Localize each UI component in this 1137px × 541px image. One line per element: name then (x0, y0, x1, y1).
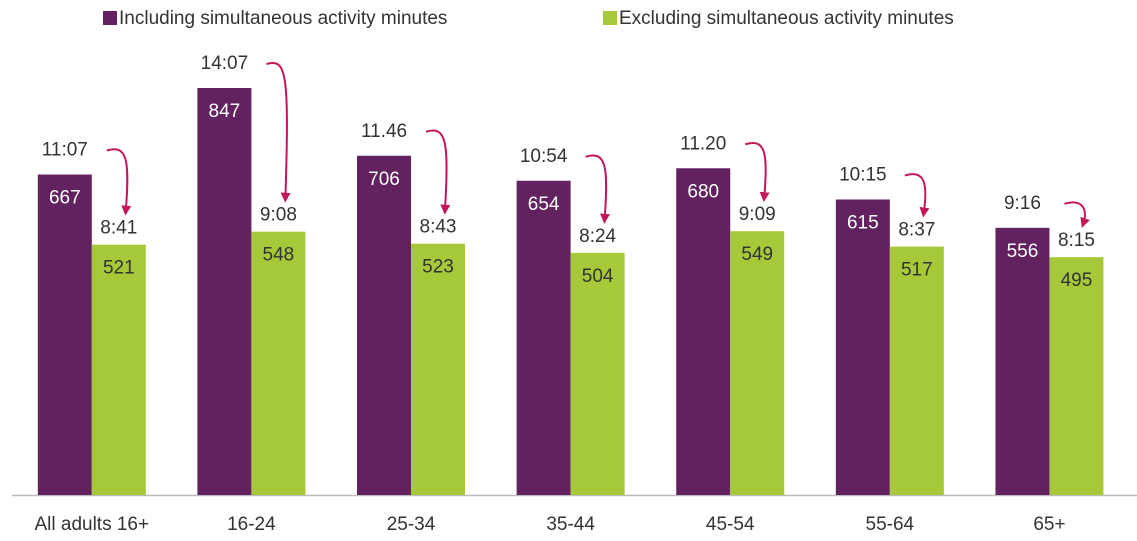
bar (516, 180, 571, 496)
bar (835, 199, 890, 495)
legend-label: Excluding simultaneous activity minutes (619, 8, 954, 29)
time-label: 11:07 (42, 140, 88, 161)
annotation-arrow (744, 142, 770, 203)
legend-swatch (103, 11, 117, 25)
time-label: 11.46 (361, 121, 407, 142)
data-label: 706 (368, 169, 400, 190)
data-label: 517 (901, 260, 933, 281)
x-tick-label: 45-54 (706, 514, 755, 535)
bar (995, 227, 1050, 496)
time-label: 10:15 (839, 165, 887, 186)
data-label: 615 (847, 213, 879, 234)
time-label: 8:43 (420, 217, 457, 238)
data-label: 548 (263, 245, 295, 266)
bar (570, 252, 625, 495)
annotation-arrow (106, 148, 132, 216)
data-label: 549 (741, 244, 773, 265)
data-label: 504 (582, 266, 614, 287)
bar (730, 231, 785, 495)
bar (411, 243, 466, 495)
time-label: 14:07 (201, 53, 249, 74)
time-label: 9:08 (260, 205, 297, 226)
x-tick-label: 65+ (1033, 514, 1065, 535)
x-tick-label: 55-64 (866, 514, 915, 535)
legend-label: Including simultaneous activity minutes (119, 8, 447, 29)
annotation-arrow (425, 129, 451, 215)
annotation-arrow (266, 62, 291, 203)
annotation-arrow (585, 154, 610, 224)
data-label: 521 (103, 258, 135, 279)
bar (37, 174, 92, 495)
annotation-arrow (904, 173, 930, 218)
time-label: 10:54 (520, 146, 568, 167)
data-label: 847 (209, 101, 241, 122)
legend-swatch (603, 11, 617, 25)
time-label: 9:16 (1004, 193, 1041, 214)
bar (357, 155, 412, 495)
x-tick-label: All adults 16+ (34, 514, 149, 535)
data-label: 523 (422, 257, 454, 278)
bar (889, 246, 944, 495)
annotation-arrow (1064, 201, 1090, 228)
bar (91, 244, 146, 495)
data-label: 667 (49, 188, 81, 209)
time-label: 8:24 (579, 226, 616, 247)
data-label: 680 (687, 181, 719, 202)
x-tick-label: 35-44 (546, 514, 595, 535)
bar (676, 168, 731, 495)
data-label: 556 (1007, 241, 1039, 262)
time-label: 8:15 (1058, 230, 1095, 251)
time-label: 11.20 (680, 133, 726, 154)
data-label: 495 (1061, 270, 1093, 291)
x-tick-label: 25-34 (387, 514, 436, 535)
x-tick-label: 16-24 (227, 514, 276, 535)
bar (1049, 257, 1104, 495)
time-label: 8:41 (100, 218, 137, 239)
data-label: 654 (528, 194, 560, 215)
time-label: 8:37 (898, 220, 935, 241)
time-label: 9:09 (739, 204, 776, 225)
bar (197, 88, 252, 495)
bar (251, 231, 306, 495)
